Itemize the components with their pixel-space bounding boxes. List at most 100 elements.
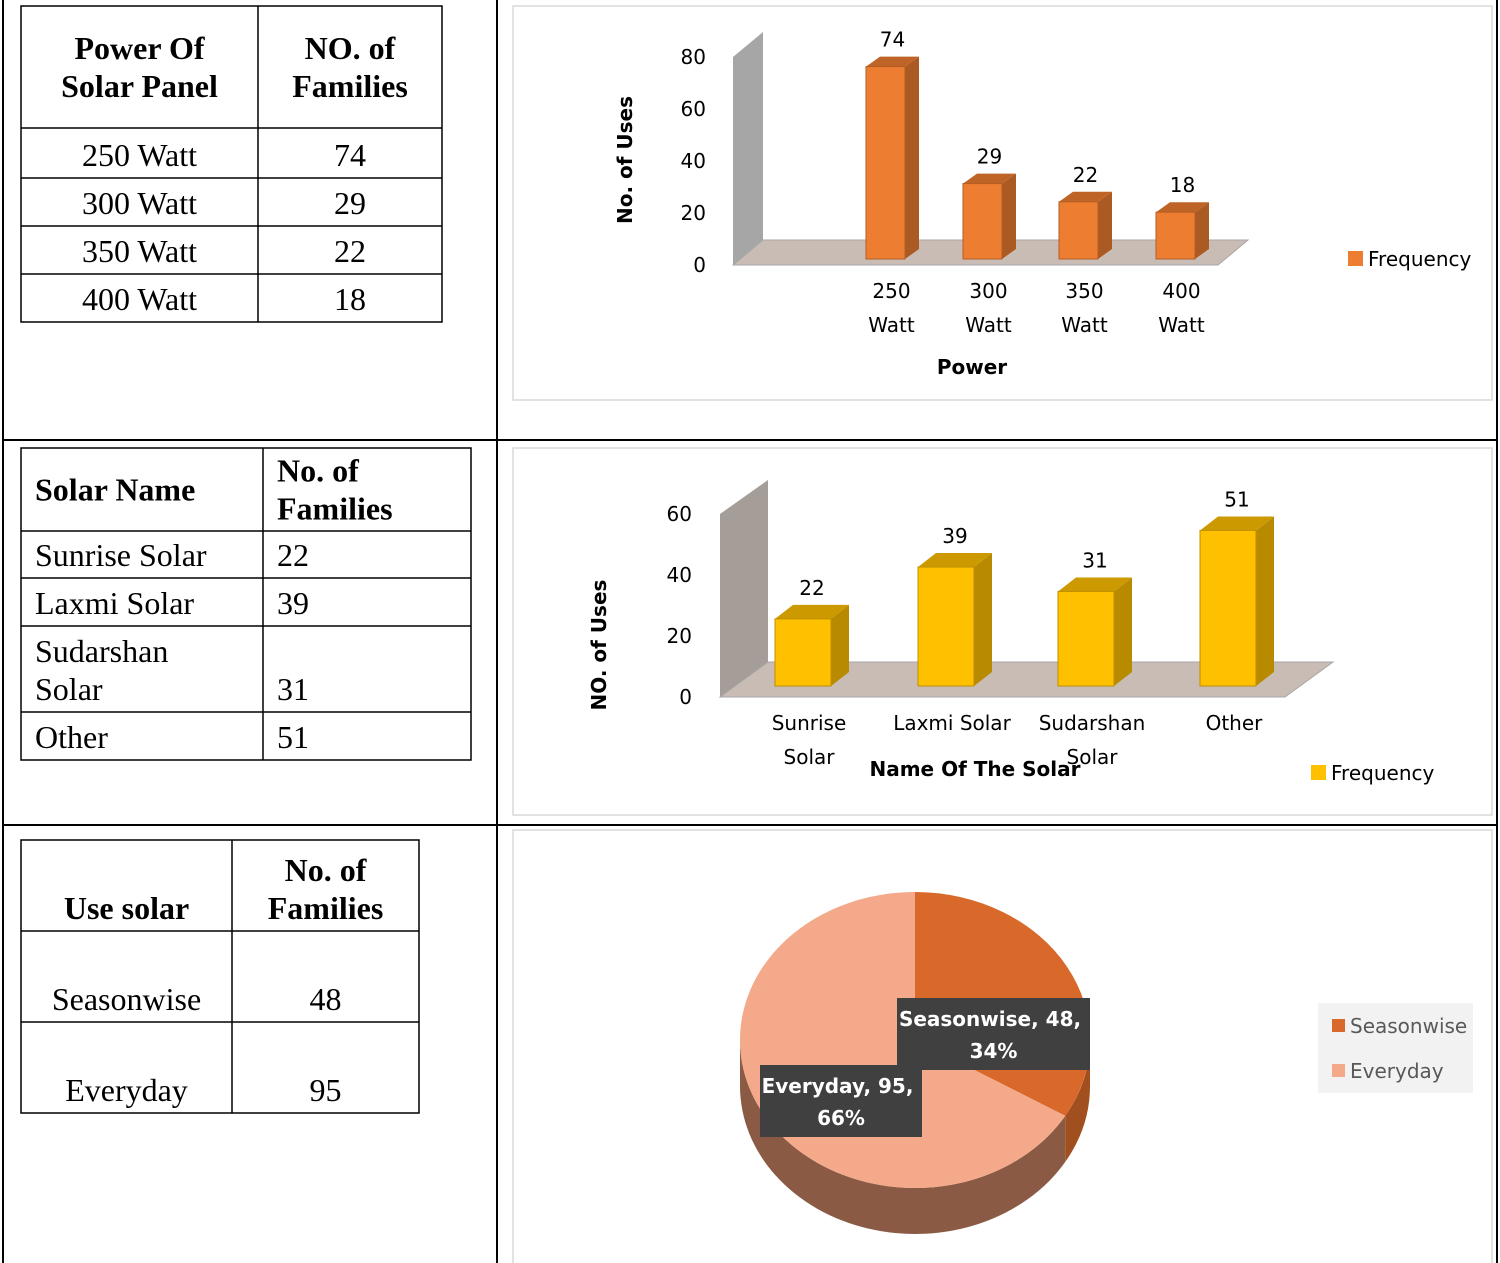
table-cell: 74 xyxy=(334,137,366,173)
data-label: 39 xyxy=(942,524,967,548)
table-header: Power Of Solar Panel xyxy=(61,30,218,104)
data-label-box xyxy=(897,998,1090,1070)
bar xyxy=(774,618,832,687)
table-cell: Sunrise Solar xyxy=(35,537,207,573)
data-label-part: 95 xyxy=(878,1074,906,1098)
x-tick-label: Sunrise Solar xyxy=(772,711,847,769)
bar-side xyxy=(1195,202,1209,259)
bar-top xyxy=(1058,577,1132,592)
bar xyxy=(917,566,975,687)
data-label: Everyday, 95, 66% xyxy=(762,1074,921,1130)
y-tick-label: 60 xyxy=(667,502,692,526)
table-cell: 300 Watt xyxy=(82,185,197,221)
data-label-part: , xyxy=(863,1074,878,1098)
legend-label: Frequency xyxy=(1331,761,1434,785)
data-label: 22 xyxy=(1073,163,1098,187)
data-label: 29 xyxy=(977,145,1002,169)
table-border xyxy=(20,447,472,761)
data-label-part: 66% xyxy=(817,1106,865,1130)
table-cell: 350 Watt xyxy=(82,233,197,269)
legend-swatch xyxy=(1332,1019,1345,1032)
data-label-part: 34% xyxy=(970,1039,1018,1063)
legend-label: Seasonwise xyxy=(1350,1014,1467,1038)
bar-top xyxy=(1156,202,1209,213)
x-tick-label: Sudarshan Solar xyxy=(1039,711,1146,769)
bar-side xyxy=(905,56,919,259)
table-header: No. of Families xyxy=(268,852,384,926)
bar-side xyxy=(831,604,849,686)
chart-frame xyxy=(512,5,1493,401)
x-tick-label: 300 Watt xyxy=(965,279,1012,337)
bar xyxy=(865,66,906,260)
data-label: Seasonwise, 48, 34% xyxy=(899,1007,1088,1063)
y-tick-label: 60 xyxy=(681,97,706,121)
table-header: NO. of Families xyxy=(292,30,408,104)
table-cell: 48 xyxy=(310,981,342,1017)
y-tick-label: 40 xyxy=(667,563,692,587)
table-cell: 39 xyxy=(277,585,309,621)
table-cell: 22 xyxy=(334,233,366,269)
data-label: 31 xyxy=(1082,548,1107,572)
table-cell: Everyday xyxy=(65,1072,188,1108)
bar-top xyxy=(963,173,1016,184)
bar xyxy=(1199,529,1257,687)
bar-top xyxy=(918,553,992,568)
x-tick-label: Other xyxy=(1206,711,1264,735)
table-header: No. of Families xyxy=(277,453,393,527)
bar-top xyxy=(1200,516,1274,531)
data-label: 74 xyxy=(880,28,905,52)
x-tick-label: 400 Watt xyxy=(1158,279,1205,337)
pie-side xyxy=(1065,1040,1090,1162)
table-border xyxy=(20,839,420,1114)
chart-frame xyxy=(512,829,1493,1263)
data-label-part: , xyxy=(906,1074,921,1098)
x-tick-label: Laxmi Solar xyxy=(893,711,1011,735)
back-wall xyxy=(733,32,763,265)
data-label: 51 xyxy=(1224,487,1249,511)
bar-side xyxy=(1002,173,1016,259)
bar-side xyxy=(974,553,992,686)
x-axis-label: Name Of The Solar xyxy=(869,757,1080,781)
data-label-box xyxy=(760,1065,922,1137)
legend-label: Frequency xyxy=(1368,247,1471,271)
table-cell: 51 xyxy=(277,719,309,755)
data-label: 18 xyxy=(1170,173,1195,197)
pie-side xyxy=(740,1040,1066,1235)
bar xyxy=(1057,590,1115,687)
table-cell: 18 xyxy=(334,281,366,317)
table-cell: 400 Watt xyxy=(82,281,197,317)
y-tick-label: 0 xyxy=(693,253,706,277)
bar-top xyxy=(866,56,919,67)
table-cell: Seasonwise xyxy=(52,981,201,1017)
table-cell: Sudarshan Solar xyxy=(35,633,168,707)
floor xyxy=(718,661,1335,698)
table-border xyxy=(20,5,443,323)
bar-top xyxy=(775,604,849,619)
x-tick-label: 350 Watt xyxy=(1061,279,1108,337)
y-axis-label: No. of Uses xyxy=(613,96,637,224)
bar-side xyxy=(1256,516,1274,686)
legend-swatch xyxy=(1332,1064,1345,1077)
data-label-part: Everyday xyxy=(762,1074,865,1098)
data-label-part: Seasonwise xyxy=(899,1007,1031,1031)
y-tick-label: 80 xyxy=(681,45,706,69)
data-label-part: , xyxy=(1031,1007,1046,1031)
y-tick-label: 20 xyxy=(667,624,692,648)
table-cell: 250 Watt xyxy=(82,137,197,173)
x-axis-label: Power xyxy=(937,355,1007,379)
chart-frames xyxy=(512,5,1493,1263)
x-tick-label: 250 Watt xyxy=(868,279,915,337)
legend-box xyxy=(1318,1003,1473,1093)
bar xyxy=(1155,211,1196,260)
bar xyxy=(1058,201,1099,260)
legend-swatch xyxy=(1348,251,1363,266)
bar-side xyxy=(1114,577,1132,686)
data-label: 22 xyxy=(799,576,824,600)
data-label-part: 48 xyxy=(1046,1007,1074,1031)
back-wall xyxy=(720,480,768,697)
table-cell: 22 xyxy=(277,537,309,573)
table-cell: 29 xyxy=(334,185,366,221)
table-cell: 31 xyxy=(277,671,309,707)
